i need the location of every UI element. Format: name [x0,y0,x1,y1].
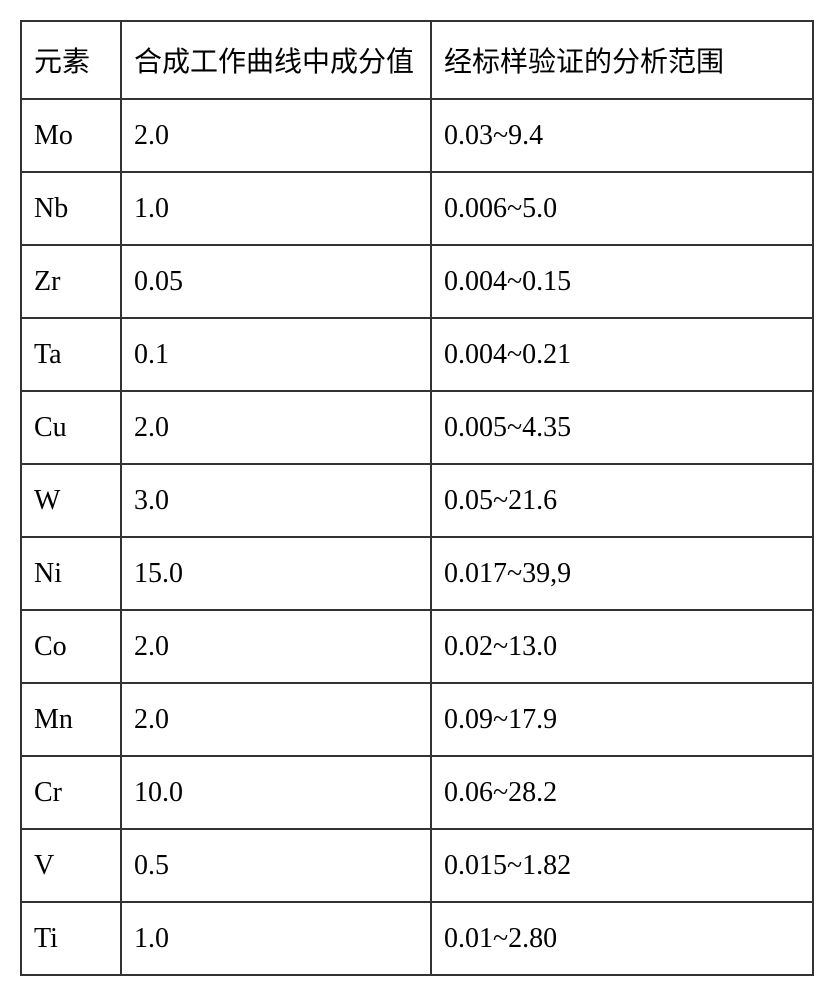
header-element: 元素 [21,21,121,99]
cell-value: 0.05 [121,245,431,318]
cell-element: Cr [21,756,121,829]
cell-range: 0.017~39,9 [431,537,813,610]
cell-value: 10.0 [121,756,431,829]
cell-range: 0.05~21.6 [431,464,813,537]
table-row: Cr 10.0 0.06~28.2 [21,756,813,829]
cell-value: 3.0 [121,464,431,537]
table-row: Ti 1.0 0.01~2.80 [21,902,813,975]
cell-value: 1.0 [121,172,431,245]
table-row: Ta 0.1 0.004~0.21 [21,318,813,391]
cell-range: 0.004~0.21 [431,318,813,391]
data-table: 元素 合成工作曲线中成分值 经标样验证的分析范围 Mo 2.0 0.03~9.4… [20,20,814,976]
cell-value: 0.5 [121,829,431,902]
cell-range: 0.005~4.35 [431,391,813,464]
table-row: Mo 2.0 0.03~9.4 [21,99,813,172]
cell-element: Cu [21,391,121,464]
cell-value: 0.1 [121,318,431,391]
table-row: V 0.5 0.015~1.82 [21,829,813,902]
cell-range: 0.02~13.0 [431,610,813,683]
cell-range: 0.09~17.9 [431,683,813,756]
cell-element: Mo [21,99,121,172]
cell-value: 2.0 [121,610,431,683]
cell-range: 0.006~5.0 [431,172,813,245]
table-row: Co 2.0 0.02~13.0 [21,610,813,683]
cell-element: Zr [21,245,121,318]
table-row: Nb 1.0 0.006~5.0 [21,172,813,245]
cell-element: Ta [21,318,121,391]
cell-range: 0.03~9.4 [431,99,813,172]
cell-value: 1.0 [121,902,431,975]
cell-value: 15.0 [121,537,431,610]
cell-element: Ni [21,537,121,610]
cell-element: V [21,829,121,902]
cell-element: Mn [21,683,121,756]
table-row: Ni 15.0 0.017~39,9 [21,537,813,610]
cell-value: 2.0 [121,683,431,756]
cell-element: W [21,464,121,537]
table-row: Mn 2.0 0.09~17.9 [21,683,813,756]
cell-range: 0.015~1.82 [431,829,813,902]
cell-element: Nb [21,172,121,245]
cell-value: 2.0 [121,99,431,172]
table-row: W 3.0 0.05~21.6 [21,464,813,537]
cell-element: Ti [21,902,121,975]
cell-range: 0.01~2.80 [431,902,813,975]
cell-range: 0.004~0.15 [431,245,813,318]
header-range: 经标样验证的分析范围 [431,21,813,99]
table-row: Cu 2.0 0.005~4.35 [21,391,813,464]
table-header-row: 元素 合成工作曲线中成分值 经标样验证的分析范围 [21,21,813,99]
cell-element: Co [21,610,121,683]
table-row: Zr 0.05 0.004~0.15 [21,245,813,318]
header-value: 合成工作曲线中成分值 [121,21,431,99]
cell-range: 0.06~28.2 [431,756,813,829]
cell-value: 2.0 [121,391,431,464]
